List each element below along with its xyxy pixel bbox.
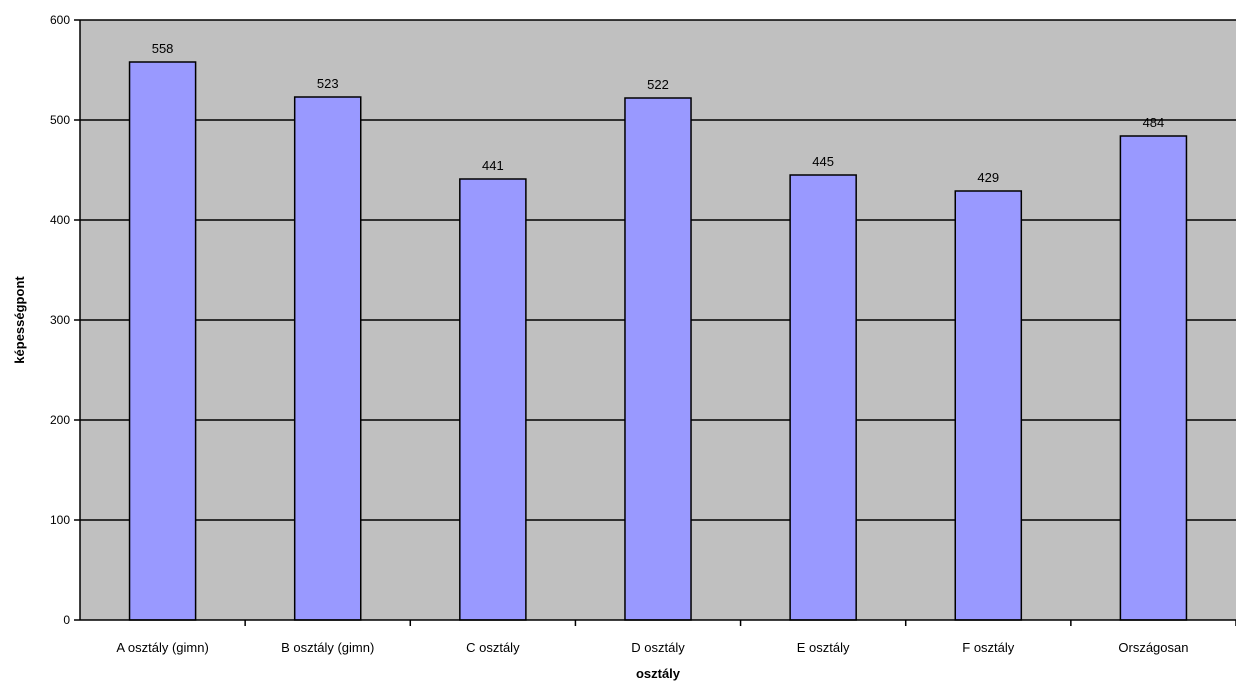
y-tick-label: 300 xyxy=(50,313,70,327)
bar xyxy=(293,96,362,621)
y-tick-label: 400 xyxy=(50,213,70,227)
bar xyxy=(789,174,857,621)
bar xyxy=(128,61,197,621)
data-label: 558 xyxy=(152,41,174,56)
x-tick-label: C osztály xyxy=(466,640,520,655)
bars xyxy=(128,61,1188,621)
data-label: 484 xyxy=(1143,115,1165,130)
data-label: 441 xyxy=(482,158,504,173)
x-axis-title: osztály xyxy=(636,666,681,681)
bar xyxy=(624,97,692,621)
bar xyxy=(459,178,527,621)
x-tick-label: A osztály (gimn) xyxy=(116,640,208,655)
y-tick-label: 600 xyxy=(50,13,70,27)
x-tick-label: D osztály xyxy=(631,640,685,655)
data-label: 445 xyxy=(812,154,834,169)
x-tick-label: B osztály (gimn) xyxy=(281,640,374,655)
x-tick-label: E osztály xyxy=(797,640,850,655)
bar xyxy=(1119,135,1188,621)
x-tick-label: F osztály xyxy=(962,640,1015,655)
data-label: 522 xyxy=(647,77,669,92)
x-axis: A osztály (gimn) B osztály (gimn) C osztál… xyxy=(80,619,1236,655)
y-axis-title: képességpont xyxy=(12,276,27,364)
data-labels: 558 523 441 522 445 429 484 xyxy=(152,41,1165,185)
y-tick-label: 500 xyxy=(50,113,70,127)
data-label: 523 xyxy=(317,76,339,91)
y-axis: 0 100 200 300 400 500 600 xyxy=(50,13,81,627)
y-tick-label: 200 xyxy=(50,413,70,427)
data-label: 429 xyxy=(977,170,999,185)
x-tick-label: Országosan xyxy=(1118,640,1188,655)
y-tick-label: 0 xyxy=(63,613,70,627)
bar xyxy=(954,190,1023,621)
y-tick-label: 100 xyxy=(50,513,70,527)
